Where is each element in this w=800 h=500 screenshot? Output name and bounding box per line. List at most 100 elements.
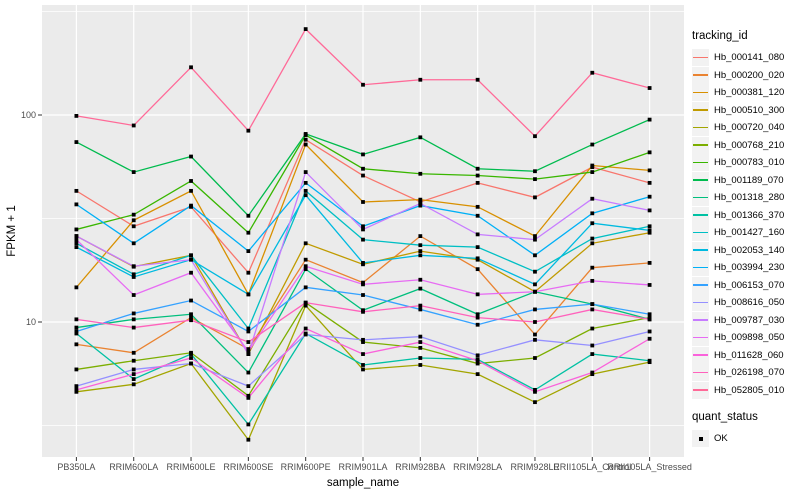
legend-key-color-line: [693, 91, 708, 94]
data-point: [647, 86, 652, 90]
data-point: [647, 228, 652, 233]
legend-item: Hb_052805_010: [692, 381, 800, 400]
data-point: [533, 177, 537, 182]
data-point: [74, 329, 79, 334]
data-point: [647, 336, 652, 341]
data-point: [475, 180, 480, 185]
data-point: [131, 123, 136, 128]
data-point: [361, 82, 365, 87]
data-point: [475, 312, 480, 317]
data-point: [361, 200, 365, 204]
data-point: [418, 234, 423, 239]
legend-item: Hb_009787_030: [692, 311, 800, 330]
data-point: [131, 275, 136, 279]
data-point: [189, 318, 193, 323]
data-point: [131, 350, 136, 355]
legend-item-label: Hb_000141_080: [714, 52, 785, 64]
legend-item-label: Hb_001189_070: [714, 174, 784, 186]
data-point: [533, 332, 537, 337]
data-point: [590, 221, 595, 226]
data-point: [475, 267, 480, 272]
data-point: [74, 114, 79, 118]
data-point: [418, 363, 423, 367]
data-point: [246, 128, 251, 133]
data-point: [131, 377, 136, 381]
data-point: [131, 264, 136, 269]
data-point: [246, 292, 251, 297]
data-point: [475, 353, 480, 358]
data-point: [475, 256, 480, 261]
x-tick-label: RRII105LA_Control: [553, 462, 631, 472]
data-point: [418, 249, 423, 254]
data-point: [74, 389, 79, 394]
legend-key-color-line: [693, 56, 708, 59]
data-point: [189, 312, 193, 317]
legend-item: Hb_000510_300: [692, 101, 800, 120]
data-point: [590, 326, 595, 331]
legend-item-label: OK: [714, 433, 728, 445]
legend-item-label: Hb_011628_060: [714, 349, 784, 361]
data-point: [647, 194, 652, 199]
legend-item-label: Hb_001366_370: [714, 209, 785, 221]
data-point: [246, 326, 251, 331]
legend-key-line: [692, 329, 709, 347]
legend-item: Hb_003994_230: [692, 259, 800, 277]
data-point: [74, 234, 79, 239]
legend-key-color-line: [693, 371, 708, 374]
legend-item-label: Hb_000200_020: [714, 69, 785, 81]
data-point: [189, 154, 193, 159]
data-point: [590, 196, 595, 201]
legend-item: Hb_009898_050: [692, 329, 800, 347]
data-point: [418, 277, 423, 282]
data-point: [418, 203, 423, 208]
data-point: [647, 283, 652, 287]
data-point: [131, 367, 136, 372]
legend-item: Hb_026198_070: [692, 364, 800, 382]
data-point: [590, 265, 595, 270]
legend-key-color-line: [693, 266, 708, 269]
legend-key-color-line: [693, 231, 708, 234]
data-point: [590, 370, 595, 375]
data-point: [475, 358, 480, 363]
legend-key-color-line: [693, 301, 708, 304]
data-point: [475, 292, 480, 297]
data-point: [189, 65, 193, 70]
data-point: [475, 204, 480, 209]
legend-item-label: Hb_003994_230: [714, 262, 785, 274]
data-point: [418, 197, 423, 202]
data-point: [246, 213, 251, 218]
legend-key-line: [692, 381, 709, 399]
legend-key-line: [692, 311, 709, 329]
data-point: [74, 285, 79, 290]
data-point: [475, 361, 480, 366]
data-point: [361, 367, 365, 372]
data-point: [74, 367, 79, 372]
legend-item-label: Hb_000720_040: [714, 122, 785, 134]
data-point: [590, 307, 595, 312]
legend-item-label: Hb_001427_160: [714, 227, 785, 239]
data-point: [303, 132, 308, 136]
data-point: [590, 142, 595, 147]
data-point: [74, 317, 79, 322]
data-point: [189, 356, 193, 360]
legend-key-line: [692, 49, 709, 67]
legend-title-tracking-id: tracking_id: [692, 30, 748, 42]
data-point: [74, 384, 79, 389]
y-tick-label: 10: [26, 317, 36, 327]
legend-item-quant-ok: OK: [692, 430, 800, 448]
data-point: [131, 317, 136, 322]
legend-item-label: Hb_000783_010: [714, 157, 785, 169]
legend-key-color-line: [693, 196, 708, 199]
legend-key-color-line: [693, 354, 708, 356]
data-point: [131, 241, 136, 246]
legend-panel: tracking_id Hb_000141_080 Hb_000200_020 Hb…: [692, 30, 800, 448]
data-point: [131, 218, 136, 223]
x-tick-label: RRIM600PE: [281, 462, 331, 472]
legend-key-line: [692, 206, 709, 224]
data-point: [647, 230, 652, 235]
data-point: [131, 372, 136, 377]
legend-key-line: [692, 84, 709, 102]
data-point: [647, 329, 652, 334]
data-point: [303, 257, 308, 262]
data-point: [533, 282, 537, 287]
